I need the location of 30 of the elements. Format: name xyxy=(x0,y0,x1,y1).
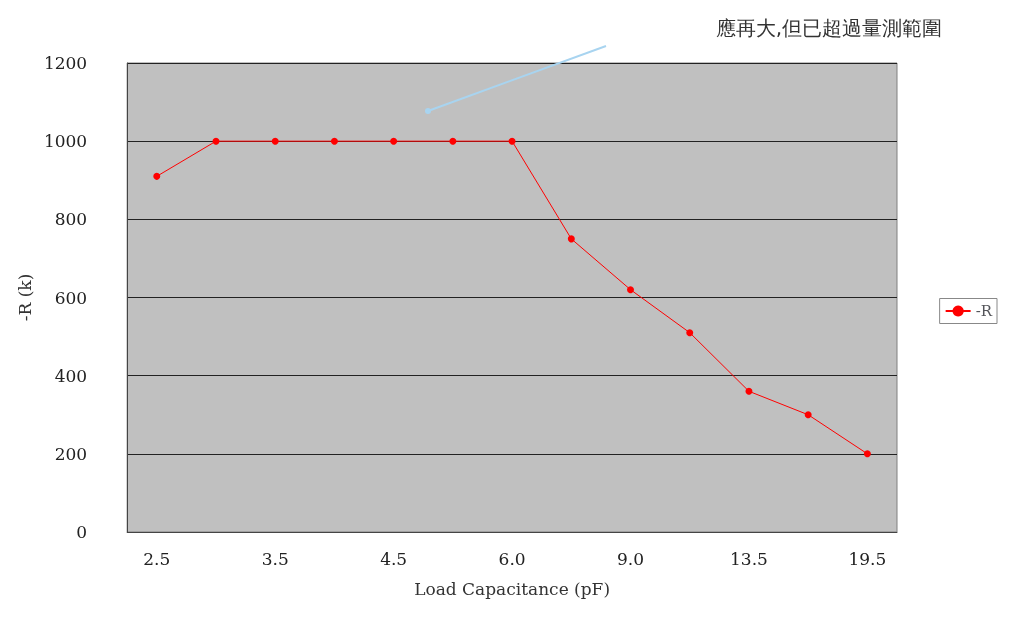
x-tick-label: 19.5 xyxy=(848,548,887,569)
point xyxy=(745,387,753,395)
y-tick-label: 800 xyxy=(54,209,88,230)
x-tick-label: 2.5 xyxy=(143,548,171,569)
x-tick-label: 9.0 xyxy=(616,548,645,569)
point xyxy=(567,235,575,243)
y-tick-label: 600 xyxy=(54,287,88,308)
point xyxy=(449,137,457,145)
text: 應再大,但已超過量測範圍 xyxy=(715,16,942,40)
point xyxy=(804,411,812,419)
point xyxy=(271,137,279,145)
point xyxy=(627,286,635,294)
x-tick-label: 4.5 xyxy=(380,548,408,569)
point xyxy=(153,172,161,180)
y-tick-label: 200 xyxy=(54,443,88,464)
point xyxy=(686,329,694,337)
y-tick-label: 0 xyxy=(76,522,88,542)
x-tick-label: 3.5 xyxy=(261,548,289,569)
point xyxy=(330,137,338,145)
point xyxy=(863,450,871,458)
point xyxy=(508,137,516,145)
x-tick-label: 13.5 xyxy=(730,548,768,569)
y-axis-title: -R (k) xyxy=(14,273,35,322)
x-tick-label: 6.0 xyxy=(498,548,526,569)
x-axis-title: Load Capacitance (pF) xyxy=(414,578,611,599)
y-tick-label: 400 xyxy=(54,365,88,386)
y-tick-label: 1000 xyxy=(43,131,88,152)
legend-label: -R xyxy=(975,302,993,320)
y-tick-label: 1200 xyxy=(43,53,88,73)
point xyxy=(390,137,398,145)
